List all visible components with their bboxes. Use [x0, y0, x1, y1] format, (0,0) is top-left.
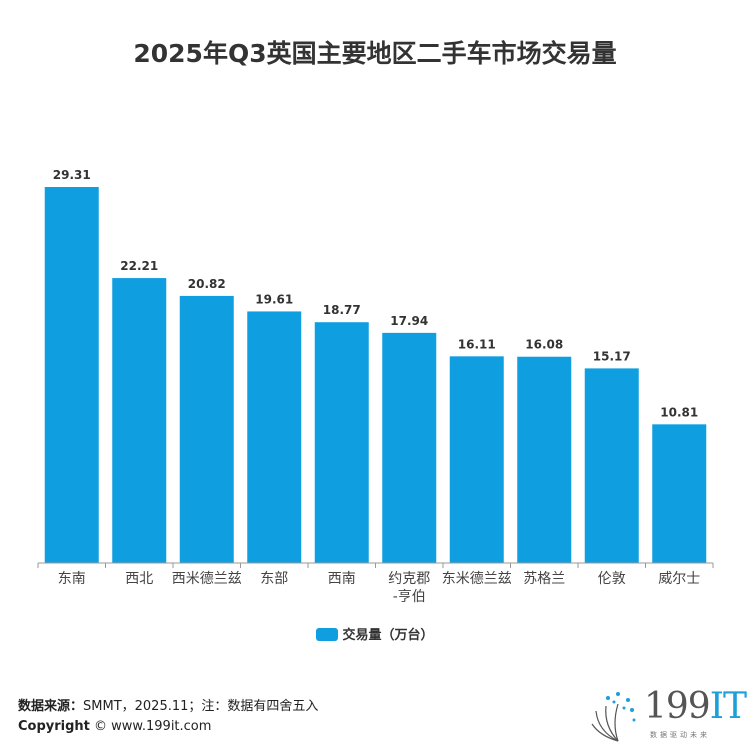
tick-label: 伦敦	[598, 571, 626, 587]
data-label: 20.82	[188, 277, 226, 291]
tick-label: 东米德兰兹	[442, 571, 512, 587]
bar	[449, 356, 504, 563]
data-label: 22.21	[120, 259, 158, 273]
tick-label: 东部	[260, 571, 288, 587]
source-note: 数据来源：SMMT，2025.11；注：数据有四舍五入	[18, 695, 318, 714]
bar	[247, 311, 302, 563]
data-label: 19.61	[255, 292, 293, 306]
tick-label: 西南	[328, 571, 356, 587]
tick-label: 西北	[125, 571, 153, 587]
source-text: SMMT，2025.11；注：数据有四舍五入	[83, 699, 319, 714]
legend-label: 交易量（万台）	[342, 628, 434, 643]
tick-label: 西米德兰兹	[172, 571, 242, 587]
bar	[314, 322, 369, 563]
bar	[179, 295, 234, 563]
copyright-label: Copyright	[18, 719, 90, 734]
legend: 交易量（万台）	[0, 624, 750, 643]
copyright-text: © www.199it.com	[89, 719, 212, 734]
bar	[584, 368, 639, 563]
data-label: 10.81	[660, 405, 698, 419]
copyright: Copyright © www.199it.com	[18, 719, 211, 734]
data-label: 17.94	[390, 314, 428, 328]
legend-swatch	[316, 628, 339, 641]
data-label: 29.31	[53, 168, 91, 182]
bar	[517, 356, 572, 563]
logo-199it: 199IT 数据驱动未来	[588, 686, 747, 746]
bar	[44, 187, 99, 563]
tick-label: 东南	[58, 571, 86, 587]
data-label: 16.08	[525, 338, 563, 352]
tick-label: 约克郡	[388, 571, 430, 587]
tick-label: -亨伯	[393, 588, 426, 605]
chart-title: 2025年Q3英国主要地区二手车市场交易量	[133, 39, 617, 68]
tick-label: 威尔士	[658, 571, 700, 587]
bar	[112, 278, 167, 563]
bar	[652, 424, 707, 563]
data-label: 15.17	[593, 349, 631, 363]
bar	[382, 332, 437, 563]
data-label: 16.11	[458, 337, 496, 351]
logo-tagline: 数据驱动未来	[650, 731, 710, 739]
source-label: 数据来源：	[18, 699, 84, 714]
tick-label: 苏格兰	[523, 571, 565, 587]
logo-dandelion-icon	[591, 692, 636, 742]
data-label: 18.77	[323, 303, 361, 317]
